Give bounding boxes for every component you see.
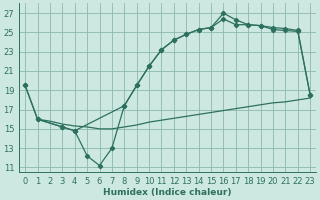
X-axis label: Humidex (Indice chaleur): Humidex (Indice chaleur) xyxy=(103,188,232,197)
